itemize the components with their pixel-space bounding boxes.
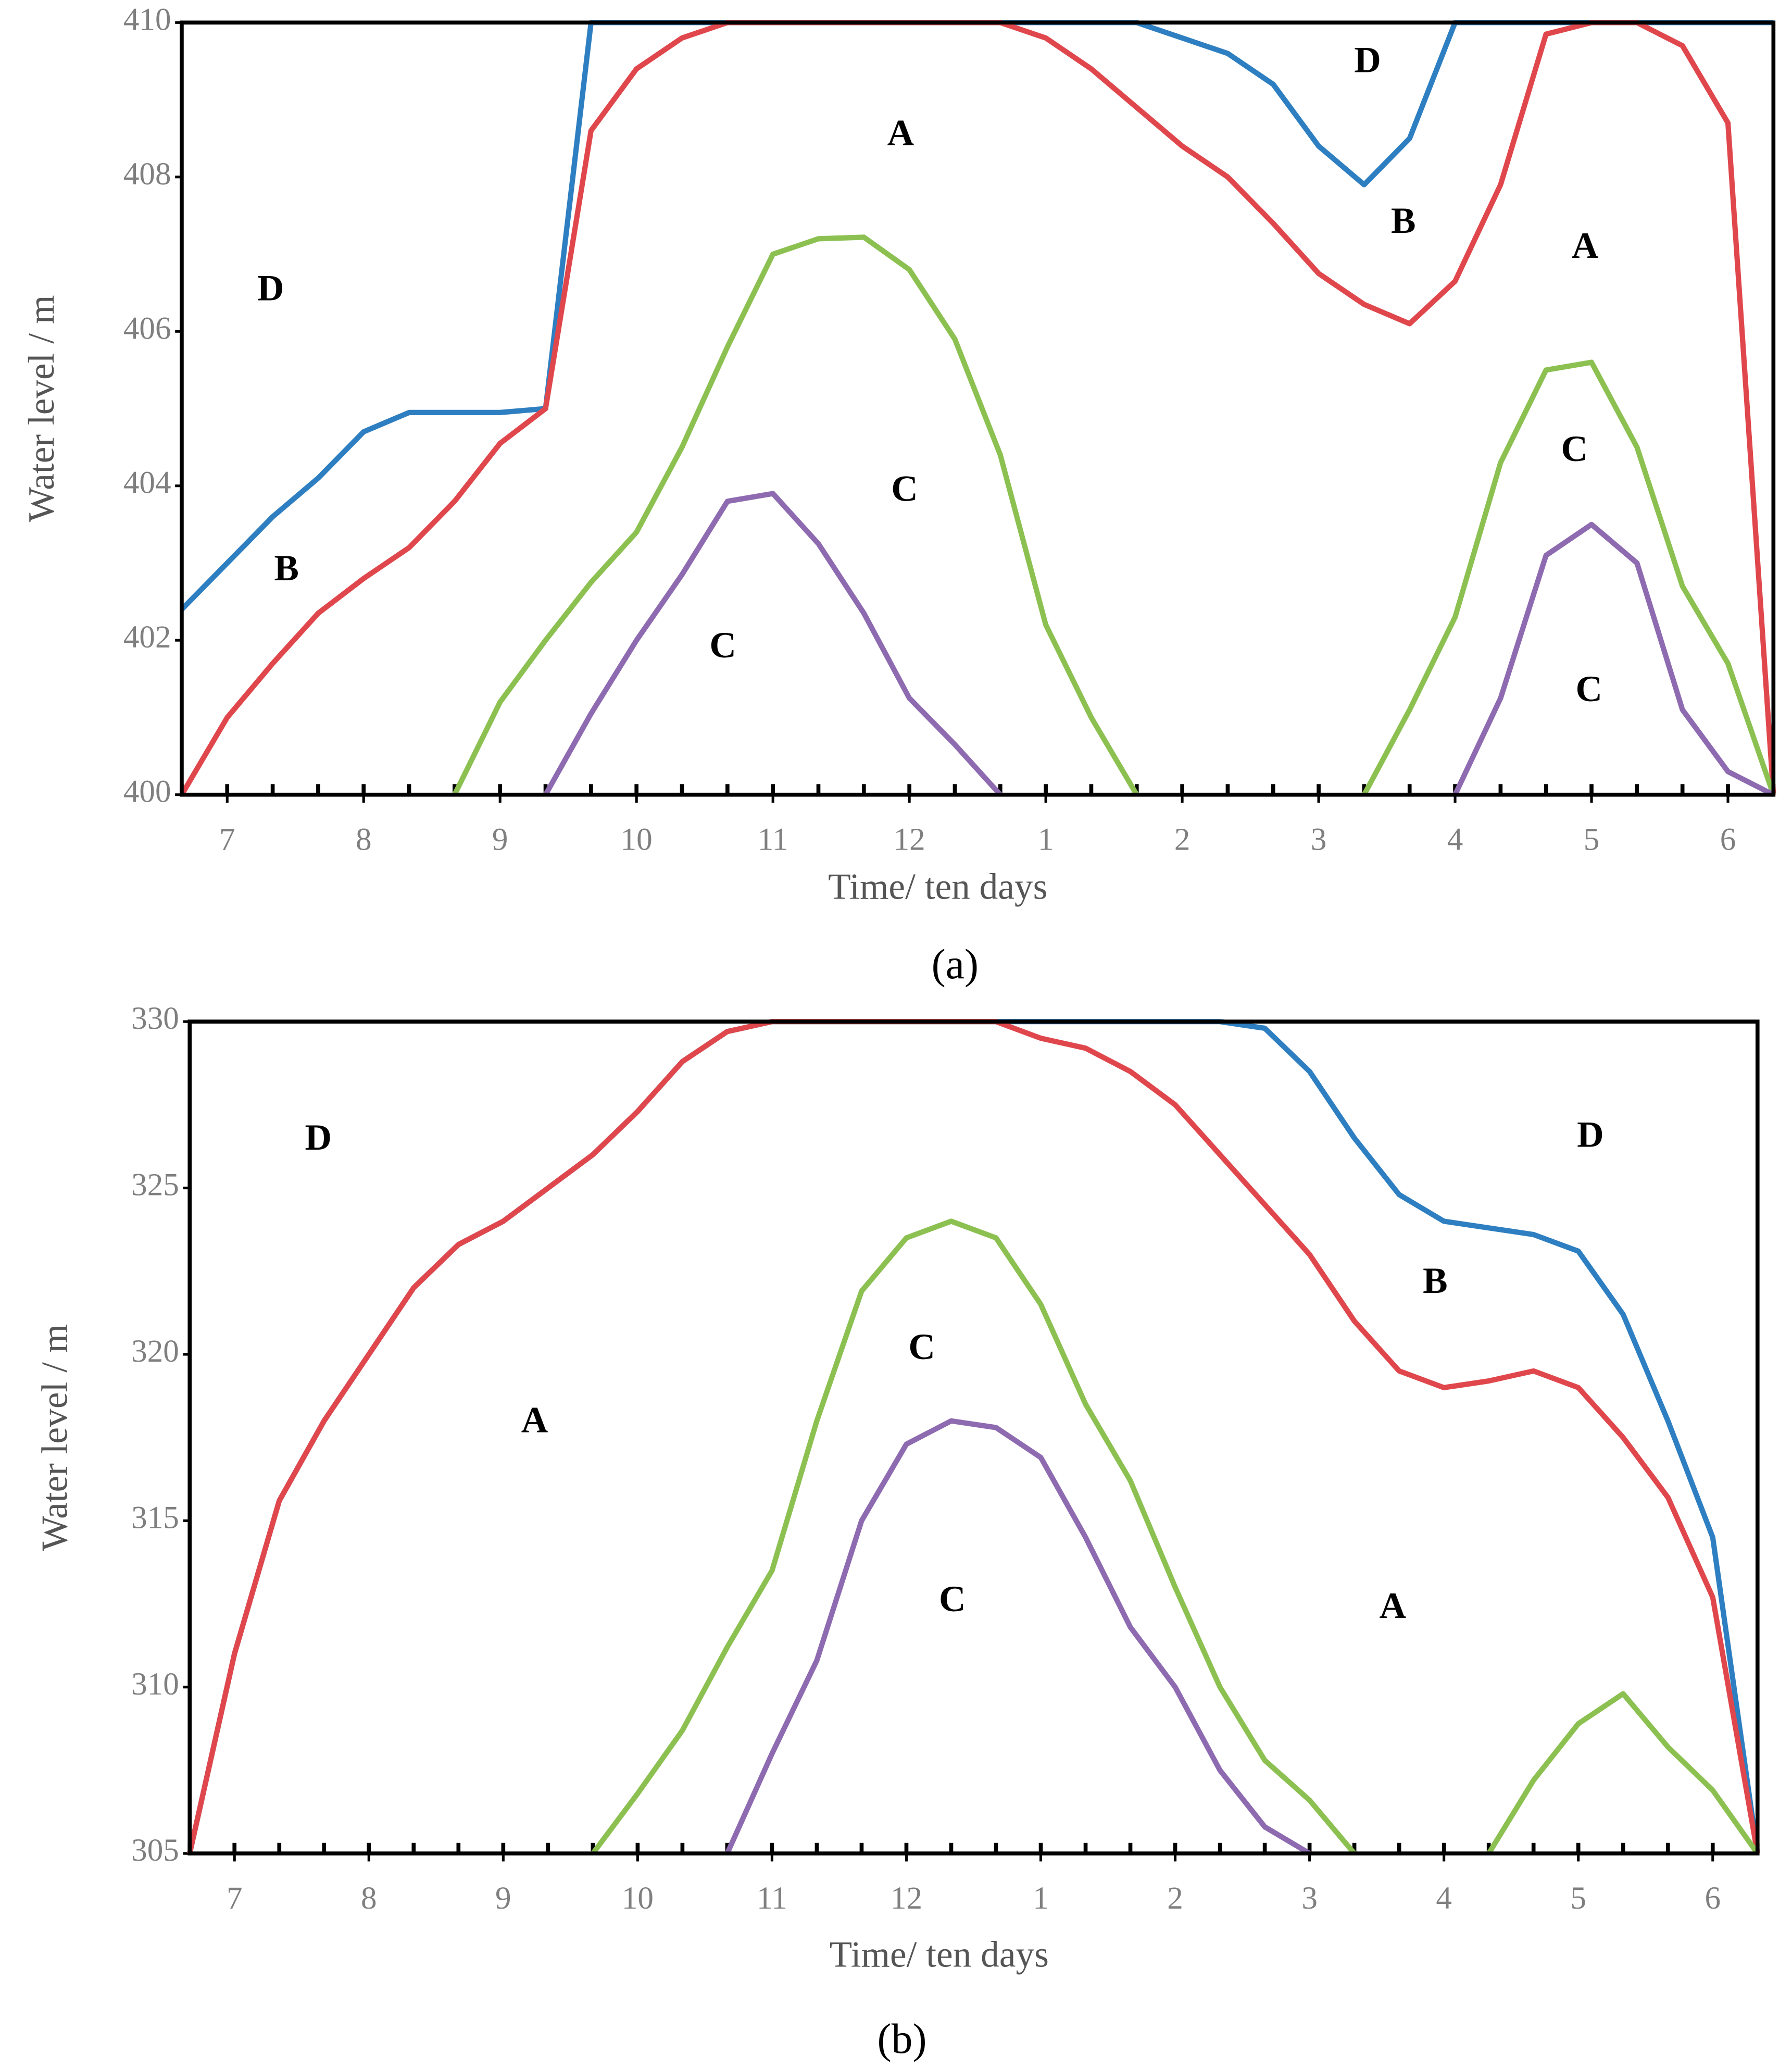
y-axis-label: Water level / m	[34, 1324, 75, 1551]
series-line	[543, 491, 1775, 798]
y-axis-label: Water level / m	[21, 295, 62, 522]
region-label: A	[521, 1399, 548, 1440]
y-tick-label: 404	[123, 466, 171, 501]
x-axis-label: Time/ ten days	[828, 866, 1047, 907]
region-label: D	[257, 268, 284, 309]
region-label: C	[709, 625, 736, 666]
plot-frame	[187, 1019, 1760, 1855]
region-label: C	[1576, 668, 1603, 709]
x-tick-label: 4	[1436, 1881, 1452, 1916]
x-tick-label: 10	[621, 822, 653, 857]
y-tick-label: 320	[131, 1334, 179, 1369]
series-line	[724, 1418, 1311, 1856]
series-line	[452, 234, 1776, 796]
y-tick-label: 408	[123, 157, 171, 192]
region-label: A	[1380, 1585, 1406, 1626]
y-tick-label: 400	[123, 775, 171, 809]
x-axis-label: Time/ ten days	[830, 1934, 1049, 1975]
x-tick-label: 12	[894, 822, 925, 857]
region-label: D	[305, 1117, 332, 1158]
y-tick-label: 402	[123, 620, 171, 655]
series-line	[187, 1019, 1760, 1854]
y-tick-label: 315	[131, 1500, 179, 1535]
region-label: C	[1561, 428, 1588, 469]
region-label: D	[1354, 40, 1381, 81]
x-tick-label: 4	[1447, 822, 1463, 857]
y-tick-label: 406	[123, 311, 171, 346]
region-label: B	[274, 547, 299, 589]
x-tick-label: 5	[1570, 1881, 1586, 1916]
region-label: C	[939, 1578, 966, 1619]
y-tick-label: 330	[131, 1001, 179, 1036]
region-label: A	[887, 113, 914, 154]
x-tick-label: 7	[219, 822, 235, 857]
series-line	[591, 1218, 1760, 1855]
region-label: D	[1577, 1114, 1603, 1155]
x-tick-label: 1	[1033, 1881, 1049, 1916]
x-tick-label: 12	[891, 1881, 922, 1916]
x-tick-label: 2	[1174, 822, 1191, 857]
x-tick-label: 11	[758, 822, 788, 857]
plot-frame	[180, 20, 1776, 797]
series-line	[179, 20, 1776, 796]
x-tick-label: 6	[1720, 822, 1736, 857]
series-line	[180, 20, 1774, 612]
x-tick-label: 5	[1584, 822, 1600, 857]
y-tick-label: 410	[123, 2, 171, 37]
region-label: C	[891, 468, 918, 509]
x-tick-label: 3	[1301, 1881, 1318, 1916]
x-tick-label: 8	[356, 822, 372, 857]
x-tick-label: 6	[1705, 1881, 1721, 1916]
x-tick-label: 9	[492, 822, 508, 857]
region-label: B	[1423, 1260, 1448, 1301]
x-tick-label: 8	[361, 1881, 377, 1916]
y-tick-label: 305	[131, 1833, 179, 1868]
x-tick-label: 7	[227, 1881, 243, 1916]
x-tick-label: 2	[1167, 1881, 1183, 1916]
y-tick-label: 310	[131, 1667, 179, 1702]
caption: (b)	[877, 2015, 926, 2062]
x-tick-label: 10	[622, 1881, 654, 1916]
y-tick-label: 325	[131, 1168, 179, 1203]
x-tick-label: 9	[495, 1881, 511, 1916]
region-label: B	[1391, 200, 1416, 241]
region-label: C	[908, 1326, 935, 1367]
caption: (a)	[932, 940, 979, 988]
x-tick-label: 3	[1311, 822, 1327, 857]
region-label: A	[1572, 225, 1598, 266]
x-tick-label: 11	[757, 1881, 787, 1916]
x-tick-label: 1	[1038, 822, 1054, 857]
series-line	[187, 1019, 1760, 1854]
